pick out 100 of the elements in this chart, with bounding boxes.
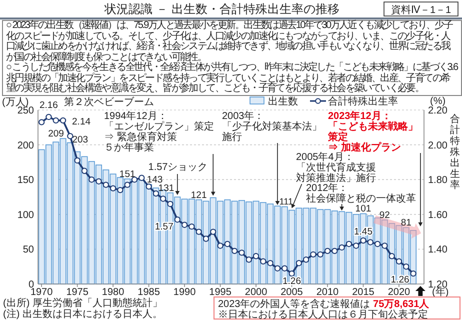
point xyxy=(60,117,66,124)
legend-label: 合計特殊出生率 xyxy=(328,96,398,108)
chart-subtitle: 資料Ⅳ－1－1 xyxy=(390,4,452,16)
point xyxy=(202,236,210,242)
point xyxy=(110,185,116,192)
data-label: 101 xyxy=(355,204,372,215)
point xyxy=(160,196,166,202)
point xyxy=(146,183,152,190)
data-label: 143 xyxy=(146,174,163,186)
point xyxy=(196,228,202,235)
x-tick-label: 2005 xyxy=(280,287,304,298)
point xyxy=(317,251,324,258)
point xyxy=(310,251,316,258)
y-tick-label: 100 xyxy=(17,210,34,221)
y2-axis-title: (%) xyxy=(430,96,446,107)
point xyxy=(374,240,381,248)
point xyxy=(102,182,110,188)
text: 第２次ベビーブーム xyxy=(64,96,154,108)
y-tick-label: 150 xyxy=(17,175,34,186)
chart-title: 状況認識 － 出生数・合計特殊出生率の推移 xyxy=(104,2,340,16)
point xyxy=(210,228,216,235)
point xyxy=(388,253,395,260)
point xyxy=(117,186,124,194)
point xyxy=(38,119,45,126)
x-tick-label: 2015 xyxy=(352,287,375,298)
point xyxy=(296,260,302,266)
y2-tick-label: 1.60 xyxy=(428,210,448,221)
data-label: 121 xyxy=(190,190,207,201)
text: ○ こうした危機感を今を生きる全世代・全経済主体が共有しつつ、昨年末に決定した「こども未来戦略」に基づく3.6兆円規模の「加速化プラン」をスピード感を持って実行していくことはもとより、若者の結婚、出産、子育ての希望の実現を阻む社会構造や意識を変え、皆が参加して、こども・子育てを応援する社会を築いていく必要。 xyxy=(6,62,458,94)
data-label: 209 xyxy=(48,128,64,140)
point xyxy=(74,157,80,164)
x-tick-label: 1975 xyxy=(66,287,89,298)
point xyxy=(138,174,145,181)
point xyxy=(174,216,180,223)
point xyxy=(81,168,88,174)
data-label: 203 xyxy=(72,134,88,146)
point xyxy=(324,248,331,254)
text: (出所) 厚生労働省「人口動態統計」 xyxy=(3,297,162,309)
point xyxy=(224,240,231,248)
point xyxy=(246,256,252,263)
x-tick-label: 1995 xyxy=(209,287,232,298)
point xyxy=(403,264,410,270)
point xyxy=(267,260,274,266)
point xyxy=(410,270,416,277)
point xyxy=(152,190,160,197)
y-tick-label: 50 xyxy=(22,244,34,256)
x-tick-label: 1980 xyxy=(102,287,125,298)
data-label: 2.14 xyxy=(72,116,91,128)
y-axis-title: (万人) xyxy=(2,97,29,108)
footer-box: 2023年の外国人等を含む速報値は 75万8,631人 ※日本における日本人人口は６月下旬公表予定 xyxy=(214,296,460,320)
point xyxy=(188,223,195,230)
point xyxy=(338,244,345,251)
point xyxy=(181,222,188,228)
y2-tick-label: 2.20 xyxy=(428,106,448,116)
y2-tick-label: 2.00 xyxy=(428,140,448,152)
legend-label: 出生数 xyxy=(268,96,298,108)
point xyxy=(274,265,281,272)
point xyxy=(52,117,59,124)
point xyxy=(96,178,102,184)
data-label: 131 xyxy=(158,182,174,194)
point xyxy=(167,200,174,208)
point xyxy=(352,242,360,249)
point xyxy=(346,240,352,248)
x-tick-label: 2010 xyxy=(316,287,340,298)
point xyxy=(131,176,138,183)
point xyxy=(396,258,402,264)
point xyxy=(382,242,388,249)
point xyxy=(46,114,52,120)
data-label: 1.26 xyxy=(282,276,302,288)
point xyxy=(360,237,366,244)
y-tick-label: 200 xyxy=(17,140,34,152)
point xyxy=(288,270,295,277)
point xyxy=(260,258,266,264)
y-tick-label: 250 xyxy=(17,106,34,116)
x-tick-label: 2000 xyxy=(244,287,268,298)
x-tick-label: 2020 xyxy=(388,287,411,298)
y2-tick-label: 1.40 xyxy=(428,244,448,256)
point xyxy=(282,265,288,272)
x-tick-label: 1970 xyxy=(30,287,54,298)
point xyxy=(252,253,260,260)
point xyxy=(302,256,310,263)
data-label: 151 xyxy=(119,168,136,180)
data-label: 81 xyxy=(400,218,412,229)
point xyxy=(88,176,95,183)
x-tick-label: 1985 xyxy=(138,287,160,298)
y2-tick-label: 1.80 xyxy=(428,175,448,186)
subtitle-box: 資料Ⅳ－1－1 xyxy=(384,2,458,16)
text: (注) 出生数は日本における日本人。 xyxy=(3,308,162,320)
point xyxy=(231,248,238,254)
point xyxy=(332,248,338,254)
data-label: 2.16 xyxy=(39,100,58,111)
x-tick-label: 1990 xyxy=(173,287,196,298)
point xyxy=(124,182,130,188)
text: 合計特殊出生率 xyxy=(450,113,460,191)
text: ○ 2023年の出生数（速報値）は、75.9万人と過去最小を更新。出生数は過去10年で30万人近くも減少しており、少子化のスピードが加速している。そして、少子化は、人口減少の加速化にもつながっており、いま、この少子化・人口減少に歯止めをかけなければ、経済・社会システムは維持できず、地域の担い手もいなくなり、世界に冠たる我が国の社会保障制度も保つことはできない可能性。 xyxy=(6,20,454,62)
data-label: 111 xyxy=(279,196,293,207)
point xyxy=(217,242,224,249)
data-label: 92 xyxy=(379,210,390,221)
point xyxy=(67,133,74,140)
point xyxy=(367,239,374,246)
